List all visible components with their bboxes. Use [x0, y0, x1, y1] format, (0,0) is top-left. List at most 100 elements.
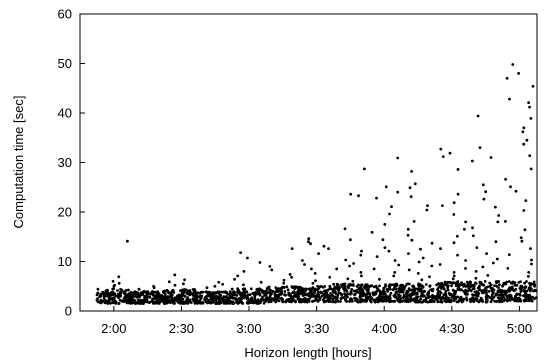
data-point [96, 291, 100, 295]
data-point [415, 291, 419, 295]
data-point [398, 294, 402, 298]
data-point [504, 220, 507, 223]
data-point [515, 299, 518, 303]
data-point [452, 292, 456, 296]
data-point [311, 286, 315, 289]
data-point [372, 298, 376, 302]
data-point [270, 268, 274, 272]
data-point [116, 293, 120, 297]
data-point [152, 286, 156, 290]
data-point [350, 288, 354, 291]
data-point [311, 291, 315, 295]
data-point [464, 220, 467, 224]
data-point [345, 293, 349, 297]
data-point [265, 296, 269, 300]
data-point [319, 291, 323, 295]
data-point [525, 138, 529, 142]
data-point [381, 238, 385, 242]
data-point [393, 259, 397, 262]
data-point [277, 296, 281, 299]
data-point [282, 281, 286, 285]
data-point [456, 287, 460, 290]
data-point [133, 299, 137, 303]
data-point [327, 247, 330, 251]
data-point [506, 267, 510, 270]
data-point [519, 284, 523, 288]
data-point [468, 282, 472, 285]
data-point [356, 300, 359, 303]
data-point [459, 295, 463, 299]
data-point [440, 296, 443, 300]
data-point [476, 114, 480, 118]
data-point [382, 286, 386, 290]
data-point [258, 261, 262, 264]
data-point [109, 291, 113, 295]
data-point [489, 283, 493, 287]
data-point [486, 285, 490, 289]
data-point [530, 258, 533, 262]
data-point [343, 288, 347, 291]
data-point [123, 295, 127, 299]
data-point [333, 285, 337, 289]
data-point [169, 301, 172, 305]
data-point [415, 298, 419, 302]
data-point [495, 300, 499, 303]
data-point [311, 300, 314, 303]
x-tick-label: 5:00 [507, 321, 532, 336]
data-point [438, 293, 441, 297]
data-point [522, 209, 526, 212]
data-point [524, 199, 528, 203]
data-point [474, 276, 478, 280]
data-point [352, 289, 356, 293]
data-point [369, 300, 373, 304]
data-point [487, 290, 491, 293]
data-point [264, 299, 268, 303]
data-point [194, 297, 198, 301]
data-point [460, 281, 463, 284]
data-point [378, 284, 381, 288]
data-point [441, 155, 445, 159]
x-tick-label: 4:00 [372, 321, 397, 336]
data-point [481, 289, 485, 293]
y-tick-label: 20 [58, 205, 72, 220]
data-point [451, 288, 455, 292]
data-point [511, 280, 514, 284]
data-point [529, 117, 533, 120]
data-point [251, 292, 255, 295]
data-point [151, 297, 155, 301]
data-point [463, 227, 466, 231]
data-point [426, 293, 430, 297]
data-point [481, 265, 485, 269]
data-point [436, 287, 440, 290]
data-point [148, 300, 152, 304]
x-tick-label: 3:30 [304, 321, 329, 336]
data-point [351, 279, 355, 283]
data-point [215, 297, 218, 301]
data-point [528, 154, 532, 158]
data-point [318, 296, 322, 300]
data-point [412, 220, 416, 223]
data-point [242, 291, 246, 295]
data-point [293, 299, 297, 303]
data-point [183, 278, 187, 282]
data-point [519, 236, 523, 240]
data-point [343, 282, 347, 286]
data-point [424, 283, 428, 286]
data-point [106, 301, 110, 305]
data-point [493, 299, 496, 303]
data-point [508, 288, 512, 292]
data-point [357, 194, 360, 198]
data-point [417, 284, 420, 287]
data-point [339, 300, 342, 303]
data-point [139, 302, 143, 305]
data-point [117, 302, 121, 305]
data-point [485, 300, 489, 304]
data-point [258, 287, 261, 291]
data-point [503, 281, 506, 285]
data-point [280, 297, 284, 301]
data-point [117, 281, 121, 285]
data-point [523, 285, 527, 289]
data-point [163, 290, 167, 293]
data-point [298, 285, 302, 289]
data-point [387, 287, 391, 291]
